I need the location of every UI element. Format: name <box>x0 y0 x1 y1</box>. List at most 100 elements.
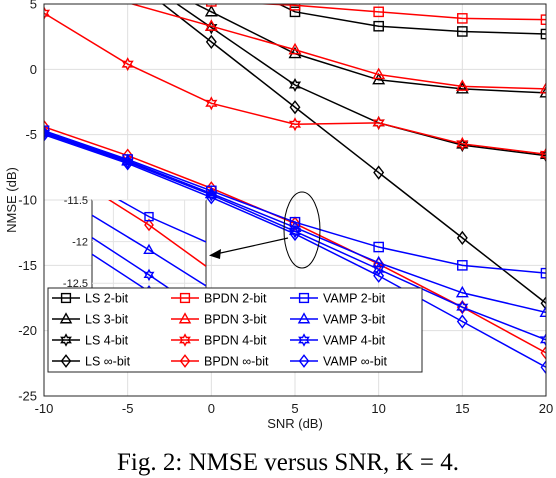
data-point <box>44 126 51 141</box>
legend-label: BPDN 4-bit <box>204 334 267 348</box>
data-point <box>457 26 468 37</box>
x-tick-label: -5 <box>122 401 134 416</box>
legend-item: VAMP ∞-bit <box>290 354 388 369</box>
legend-swatch-marker <box>298 292 310 304</box>
y-axis-label: NMSE (dB) <box>4 167 19 233</box>
data-point <box>372 115 385 130</box>
series-line <box>175 4 546 157</box>
data-point <box>539 147 546 162</box>
series-line <box>277 4 546 35</box>
legend-item: BPDN 4-bit <box>171 333 267 348</box>
legend-swatch-marker <box>60 333 72 347</box>
data-point <box>289 4 301 11</box>
data-point <box>457 13 468 24</box>
data-point <box>373 20 384 32</box>
x-tick-label: 0 <box>208 401 215 416</box>
legend-label: VAMP 4-bit <box>323 334 386 348</box>
x-tick-label: -10 <box>35 401 54 416</box>
x-axis-label: SNR (dB) <box>267 416 323 431</box>
data-point <box>205 187 218 202</box>
data-point <box>289 226 301 242</box>
data-point <box>204 4 218 17</box>
legend-swatch-marker <box>179 292 191 304</box>
data-point <box>540 267 546 279</box>
x-tick-label: 15 <box>455 401 469 416</box>
data-point <box>372 262 385 277</box>
legend-item: VAMP 3-bit <box>290 312 386 327</box>
data-point <box>288 77 302 93</box>
legend-label: LS 4-bit <box>85 334 129 348</box>
legend-item: LS 4-bit <box>52 333 129 348</box>
zoom-arrow-line <box>215 237 289 255</box>
data-point <box>205 96 218 111</box>
data-point <box>121 57 134 72</box>
data-point <box>456 136 469 151</box>
data-point <box>373 268 385 283</box>
legend-item: LS 2-bit <box>52 292 129 306</box>
data-point <box>539 85 546 98</box>
inset-y-tick-label: -12.5 <box>63 278 88 290</box>
legend-label: VAMP ∞-bit <box>323 355 388 369</box>
legend-swatch-marker <box>179 333 191 347</box>
series-line <box>193 4 546 94</box>
inset-y-tick-label: -11.5 <box>64 195 88 207</box>
series-layer <box>44 4 546 375</box>
inset-y-tick-label: -12 <box>72 237 88 249</box>
data-point <box>540 345 546 361</box>
legend-swatch-marker <box>298 354 310 368</box>
data-point <box>289 6 301 18</box>
data-point <box>540 28 546 40</box>
legend-label: BPDN 3-bit <box>204 313 267 327</box>
data-point <box>456 314 468 329</box>
series-line <box>44 133 546 368</box>
zoom-arrow-head <box>209 249 221 259</box>
data-point <box>540 296 546 311</box>
legend-item: VAMP 2-bit <box>290 292 386 306</box>
data-point <box>540 14 546 25</box>
inset-series-line <box>108 200 206 267</box>
legend-swatch-marker <box>297 312 311 324</box>
data-point <box>539 81 546 94</box>
data-point <box>539 305 546 317</box>
data-point <box>121 155 134 170</box>
series-vamp-4-bit <box>44 126 546 347</box>
y-tick-label: -20 <box>18 323 37 338</box>
data-point <box>44 127 50 142</box>
legend-item: BPDN 2-bit <box>171 292 267 306</box>
series-bpdn-3-bit <box>129 4 546 94</box>
series-bpdn-4-bit <box>44 6 546 162</box>
legend-item: BPDN ∞-bit <box>171 354 269 369</box>
y-tick-label: -5 <box>25 127 37 142</box>
inset-series-line <box>117 200 206 243</box>
data-point <box>288 117 302 132</box>
legend-swatch-marker <box>298 333 310 347</box>
legend-label: VAMP 2-bit <box>323 292 386 306</box>
data-point <box>206 4 217 7</box>
data-point <box>457 260 468 271</box>
legend-label: BPDN ∞-bit <box>204 355 269 369</box>
legend-label: LS 2-bit <box>85 292 129 306</box>
data-point <box>204 19 218 31</box>
series-bpdn-2-bit <box>206 4 546 25</box>
x-tick-label: 20 <box>539 401 553 416</box>
legend-label: BPDN 2-bit <box>204 292 267 306</box>
data-point <box>373 6 384 18</box>
legend-swatch-marker <box>59 312 73 324</box>
y-tick-label: -10 <box>18 193 37 208</box>
legend: LS 2-bit LS 3-bit LS 4-bit LS ∞-bit BPDN 2-b… <box>47 287 423 373</box>
data-point <box>455 79 469 91</box>
series-line <box>44 132 546 341</box>
data-point <box>288 42 302 55</box>
legend-swatch-marker <box>179 354 191 368</box>
series-line <box>251 4 546 21</box>
legend-box <box>47 287 423 373</box>
legend-item: BPDN 3-bit <box>171 312 267 327</box>
inset-data-point <box>144 211 154 222</box>
zoom-region-ellipse <box>283 191 321 269</box>
series-ls-2-bit <box>277 4 546 40</box>
figure-caption: Fig. 2: NMSE versus SNR, K = 4. <box>117 449 459 476</box>
series-line <box>129 4 546 90</box>
data-point <box>456 230 468 246</box>
data-point <box>122 156 134 171</box>
